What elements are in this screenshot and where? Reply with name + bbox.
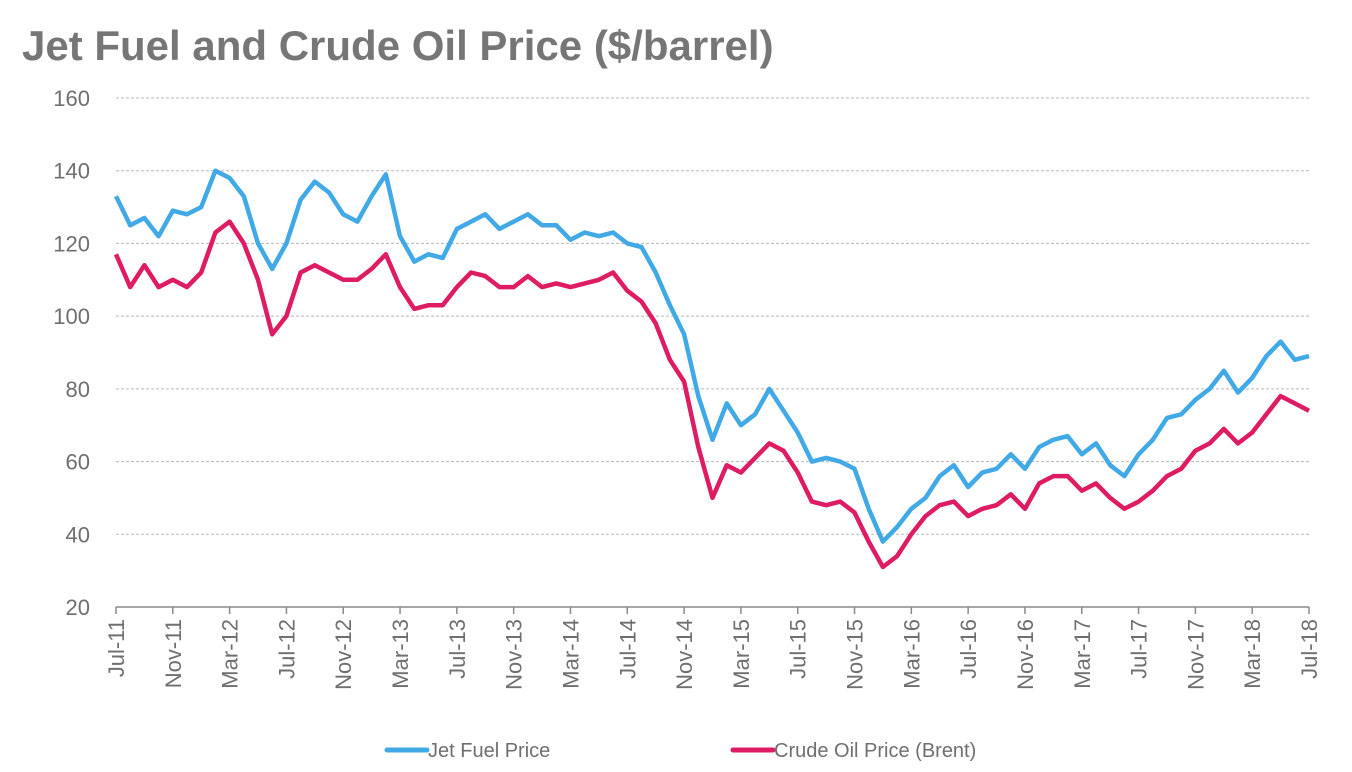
x-tick-label: Nov-15 xyxy=(843,619,868,690)
legend-label: Crude Oil Price (Brent) xyxy=(774,740,976,762)
x-tick-label: Jul-16 xyxy=(956,619,981,679)
x-tick-label: Nov-11 xyxy=(161,619,186,688)
y-tick-label: 100 xyxy=(53,304,90,329)
series-line-crude-oil xyxy=(113,219,1311,570)
y-tick-label: 140 xyxy=(53,159,90,184)
x-tick-label: Nov-13 xyxy=(502,619,527,690)
x-tick-label: Nov-17 xyxy=(1183,619,1208,690)
y-tick-label: 60 xyxy=(66,450,90,475)
y-tick-label: 20 xyxy=(66,595,90,620)
x-tick-label: Mar-12 xyxy=(218,619,243,689)
x-tick-label: Jul-11 xyxy=(104,619,129,677)
x-tick-label: Jul-18 xyxy=(1297,619,1322,679)
x-tick-label: Nov-16 xyxy=(1013,619,1038,690)
x-tick-label: Nov-14 xyxy=(672,619,697,690)
x-tick-label: Mar-18 xyxy=(1240,619,1265,689)
chart-title: Jet Fuel and Crude Oil Price ($/barrel) xyxy=(22,22,774,69)
x-tick-label: Jul-12 xyxy=(274,619,299,679)
x-tick-label: Mar-17 xyxy=(1070,619,1095,689)
legend-label: Jet Fuel Price xyxy=(428,740,550,762)
x-tick-label: Mar-16 xyxy=(899,619,924,689)
x-tick-label: Mar-15 xyxy=(729,619,754,689)
y-tick-label: 160 xyxy=(53,86,90,111)
series-line-jet-fuel xyxy=(113,168,1310,544)
y-tick-label: 80 xyxy=(66,377,90,402)
x-tick-label: Jul-14 xyxy=(615,619,640,679)
x-tick-label: Jul-17 xyxy=(1127,619,1152,679)
y-tick-label: 120 xyxy=(53,231,90,256)
x-tick-label: Mar-13 xyxy=(388,619,413,689)
y-tick-label: 40 xyxy=(66,522,90,547)
x-tick-label: Nov-12 xyxy=(331,619,356,690)
x-tick-label: Jul-13 xyxy=(445,619,470,679)
x-tick-label: Jul-15 xyxy=(786,619,811,679)
x-tick-label: Mar-14 xyxy=(558,619,583,689)
